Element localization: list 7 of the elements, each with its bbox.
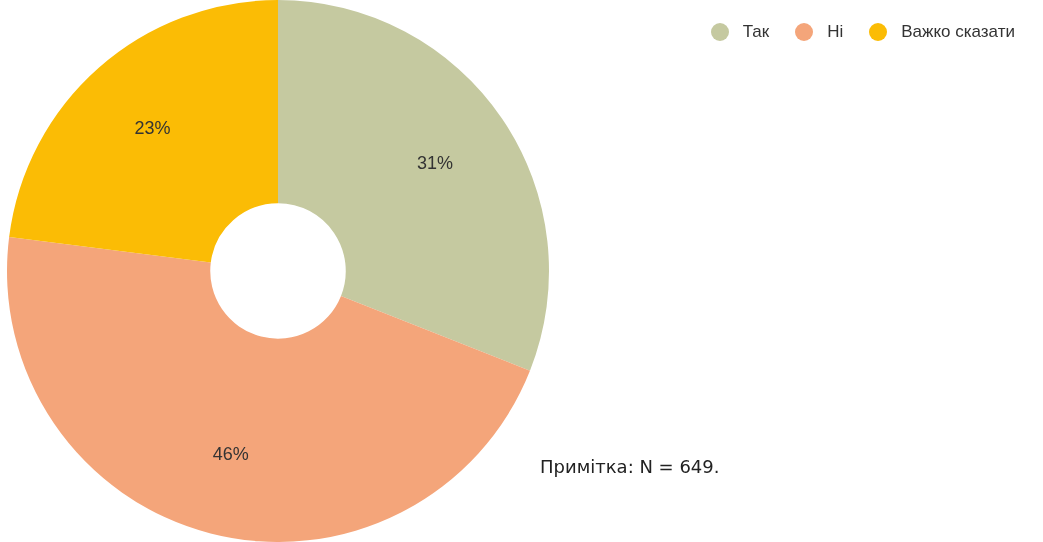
data-label: 23% [134, 117, 171, 138]
data-label: 46% [212, 443, 249, 464]
data-label: 31% [416, 153, 453, 174]
text: Примітка: N = 649. [540, 456, 720, 477]
legend-label: Так [742, 22, 770, 42]
legend-label: Ні [827, 22, 844, 42]
legend-label: Важко сказати [901, 22, 1015, 42]
